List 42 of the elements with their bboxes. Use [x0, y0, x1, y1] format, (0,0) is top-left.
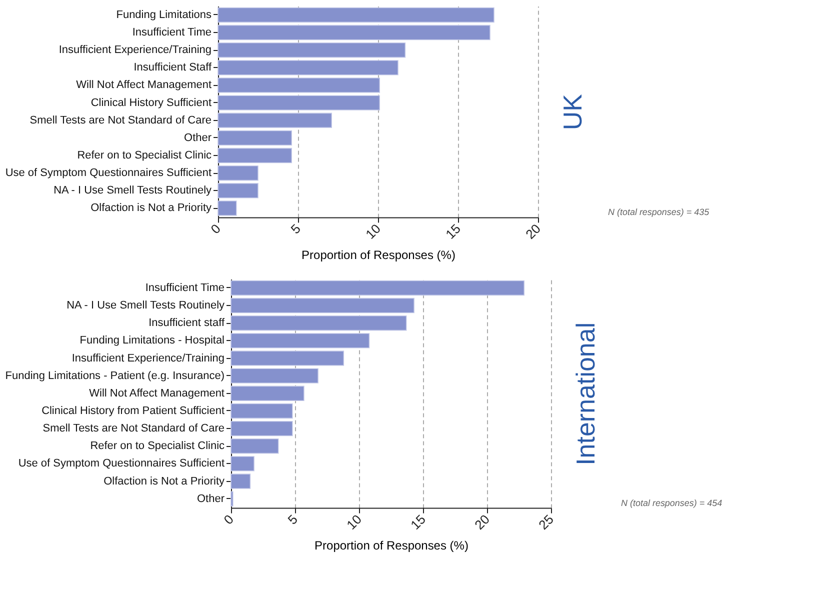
x-tick-label: 0	[208, 221, 224, 237]
y-tick-label: Insufficient Time	[132, 26, 212, 39]
y-tick-label: Funding Limitations - Patient (e.g. Insurance)	[5, 370, 224, 382]
x-tick-label: 20	[522, 221, 544, 242]
y-tick-label: Will Not Affect Management	[76, 79, 212, 92]
y-tick-label: Clinical History Sufficient	[90, 96, 212, 109]
y-tick-label: Insufficient staff	[148, 317, 226, 330]
text: N (total responses) = 454	[620, 498, 722, 508]
y2-axis-title: UK	[557, 93, 588, 130]
x-tick-label: 0	[220, 512, 236, 528]
text: N (total responses) = 435	[608, 207, 710, 218]
y-tick-label: Olfaction is Not a Priority	[104, 475, 225, 488]
y-tick-label: Smell Tests are Not Standard of Care	[30, 114, 212, 126]
x-tick-label: 10	[344, 512, 364, 533]
y-tick-label: Clinical History from Patient Sufficient	[42, 405, 224, 418]
y2-axis-title: International	[570, 322, 600, 466]
y-tick-label: Insufficient Experience/Training	[72, 352, 224, 364]
y-tick-label: Insufficient Experience/Training	[58, 44, 212, 56]
y-tick-label: Use of Symptom Questionnaires Sufficient	[18, 458, 224, 470]
y-tick-label: Other	[184, 132, 212, 144]
y-tick-label: Other	[197, 493, 225, 506]
x-tick-label: 15	[408, 512, 428, 533]
x-tick-label: 10	[362, 221, 384, 242]
x-axis-title: Proportion of Responses (%)	[314, 538, 468, 553]
x-tick-label: 25	[536, 512, 556, 533]
y-tick-label: Olfaction is Not a Priority	[90, 202, 212, 214]
y-tick-label: Insufficient Time	[145, 282, 224, 294]
y-tick-label: NA - I Use Smell Tests Routinely	[54, 184, 212, 197]
y-tick-label: Refer on to Specialist Clinic	[77, 150, 212, 162]
x-tick-label: 5	[284, 512, 300, 528]
y-tick-label: Refer on to Specialist Clinic	[90, 440, 226, 452]
y-tick-label: Funding Limitations	[116, 8, 212, 21]
y-tick-label: Smell Tests are Not Standard of Care	[42, 422, 224, 435]
x-tick-label: 15	[442, 221, 464, 242]
x-axis-title: Proportion of Responses (%)	[302, 248, 456, 262]
y-tick-label: Funding Limitations - Hospital	[80, 334, 224, 347]
y-tick-label: Will Not Affect Management	[89, 388, 224, 400]
y-tick-label: Use of Symptom Questionnaires Sufficient	[5, 167, 212, 180]
x-tick-label: 5	[288, 221, 304, 237]
x-tick-label: 20	[472, 512, 492, 533]
y-tick-label: Insufficient Staff	[134, 62, 212, 74]
y-tick-label: NA - I Use Smell Tests Routinely	[66, 300, 226, 312]
